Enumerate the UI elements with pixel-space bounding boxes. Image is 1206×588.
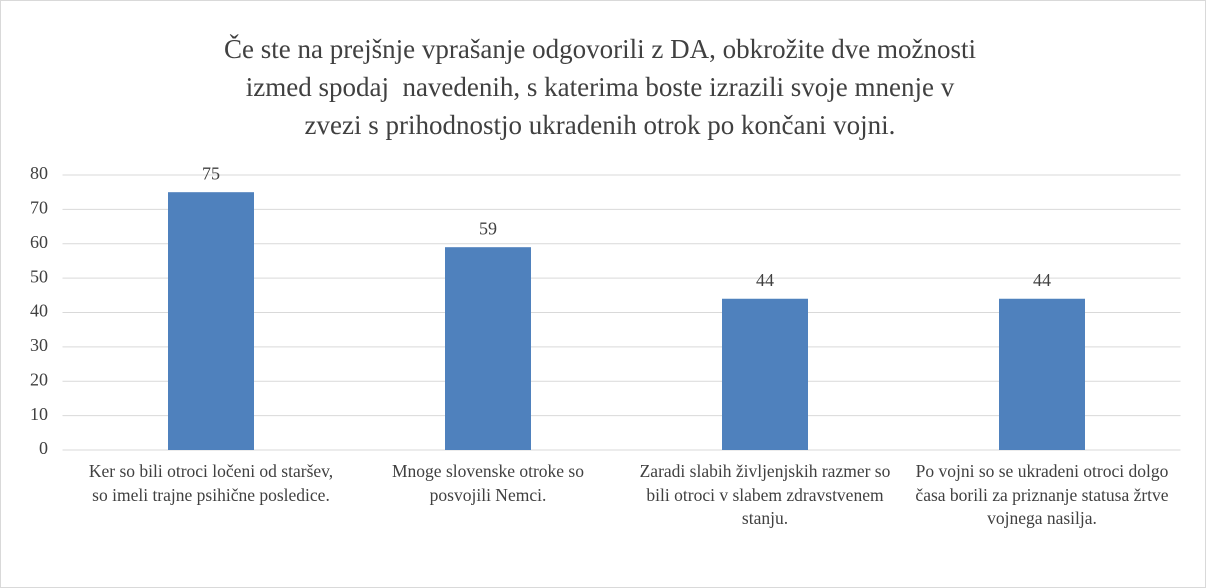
data-label: 75 [202,163,220,183]
bar [168,192,254,450]
y-tick-label: 20 [30,369,48,389]
y-tick-label: 60 [30,232,48,252]
y-tick-label: 30 [30,335,48,355]
y-tick-label: 40 [30,301,48,321]
bar [722,298,808,450]
data-label: 44 [756,270,774,290]
bar [999,298,1085,450]
data-label: 59 [479,218,497,238]
y-tick-label: 50 [30,266,48,286]
chart-title: Če ste na prejšnje vprašanje odgovorili … [224,34,976,140]
y-tick-label: 0 [39,438,48,458]
x-tick-label: Po vojni so se ukradeni otroci dolgo čas… [915,461,1169,528]
x-tick-label: Ker so bili otroci ločeni od staršev, so… [88,461,334,505]
y-tick-label: 70 [30,198,48,218]
bar [445,247,531,450]
x-tick-label: Zaradi slabih življenjskih razmer so bil… [639,461,891,528]
y-tick-label: 10 [30,404,48,424]
data-label: 44 [1033,270,1051,290]
x-tick-label: Mnoge slovenske otroke so posvojili Nemc… [392,461,584,505]
y-tick-label: 80 [30,163,48,183]
